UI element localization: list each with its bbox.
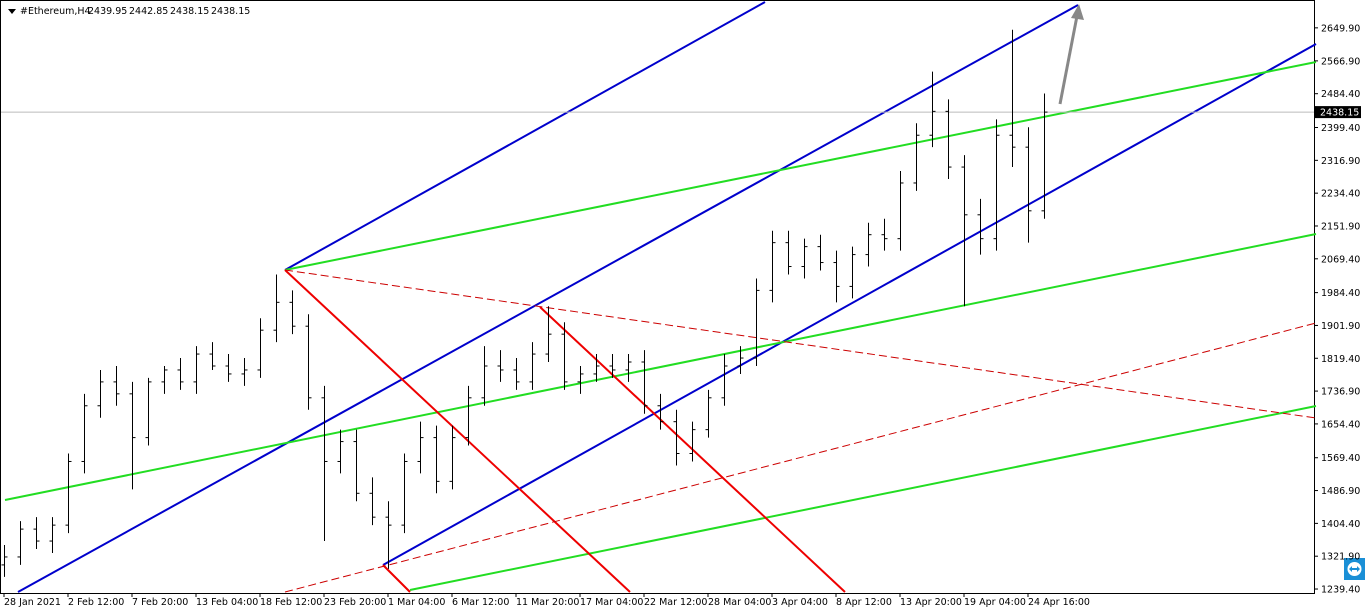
x-tick-label: 23 Feb 20:00	[324, 597, 386, 608]
x-tick-label: 2 Feb 12:00	[68, 597, 124, 608]
y-tick-label: 1984.40	[1321, 288, 1360, 299]
y-tick-label: 2234.40	[1321, 189, 1360, 200]
red-line	[284, 269, 631, 593]
trendlines	[4, 1, 1317, 593]
menu-triangle[interactable]	[8, 9, 16, 14]
x-tick-label: 7 Feb 20:00	[132, 597, 188, 608]
x-tick-label: 13 Apr 20:00	[900, 597, 962, 608]
arrow-head	[1071, 4, 1084, 20]
header-value: 2442.85	[129, 6, 168, 17]
green-line	[409, 405, 1317, 591]
y-tick-label: 1901.90	[1321, 321, 1360, 332]
red-dashed-line	[284, 322, 1317, 593]
corner-icon[interactable]	[1344, 558, 1365, 580]
green-line	[284, 61, 1317, 271]
channel-line	[284, 1, 766, 271]
x-tick-label: 3 Apr 04:00	[772, 597, 828, 608]
y-tick-label: 1569.40	[1321, 453, 1360, 464]
red-dashed-line	[284, 269, 1317, 419]
x-tick-label: 18 Feb 12:00	[260, 597, 322, 608]
x-tick-label: 6 Mar 12:00	[452, 597, 509, 608]
y-tick-label: 1654.40	[1321, 419, 1360, 430]
plot-frame	[0, 0, 1315, 594]
arrow	[1058, 15, 1079, 105]
y-tick-label: 1404.40	[1321, 519, 1360, 530]
x-tick-label: 22 Mar 12:00	[644, 597, 707, 608]
header-values: 2439.95 2442.85 2438.15 2438.15	[88, 6, 250, 17]
red-line	[382, 564, 411, 593]
x-tick-label: 8 Apr 12:00	[836, 597, 892, 608]
x-tick-label: 1 Mar 04:00	[388, 597, 445, 608]
y-tick-label: 2484.40	[1321, 89, 1360, 100]
x-tick-label: 24 Apr 16:00	[1028, 597, 1090, 608]
y-tick-label: 1321.90	[1321, 552, 1360, 563]
y-tick-label: 2649.90	[1321, 23, 1360, 34]
x-tick-label: 17 Mar 04:00	[580, 597, 643, 608]
y-tick-label: 1486.90	[1321, 486, 1360, 497]
y-tick-label: 2566.90	[1321, 56, 1360, 67]
y-tick-label: 2151.90	[1321, 221, 1360, 232]
y-tick-label: 2399.40	[1321, 123, 1360, 134]
x-tick-label: 28 Mar 04:00	[708, 597, 771, 608]
y-tick-label: 2069.40	[1321, 254, 1360, 265]
green-line	[4, 233, 1317, 501]
price-label-bg	[1315, 106, 1361, 119]
header-value: 2438.15	[211, 6, 250, 17]
y-tick-label: 2316.90	[1321, 156, 1360, 167]
x-tick-label: 13 Feb 04:00	[196, 597, 258, 608]
y-tick-label: 1239.40	[1321, 585, 1360, 596]
x-tick-label: 19 Apr 04:00	[964, 597, 1026, 608]
channel-line	[17, 4, 1079, 593]
symbol: #Ethereum,H4	[20, 6, 91, 17]
channel-line	[382, 43, 1317, 566]
x-tick-label: 28 Jan 2021	[4, 597, 61, 608]
y-tick-label: 1736.90	[1321, 387, 1360, 398]
header-value: 2439.95	[88, 6, 127, 17]
y-tick-label: 1819.40	[1321, 354, 1360, 365]
x-tick-label: 11 Mar 20:00	[516, 597, 579, 608]
price-label: 2438.15	[1320, 108, 1359, 119]
header-value: 2438.15	[170, 6, 209, 17]
